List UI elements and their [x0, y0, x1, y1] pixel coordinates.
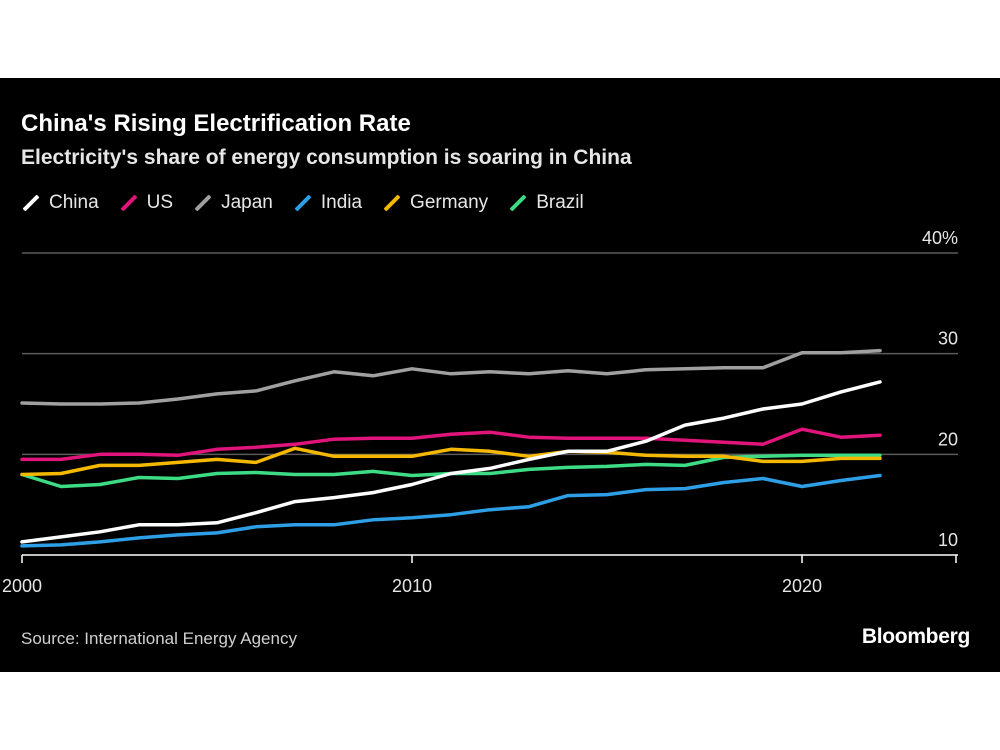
legend-label: India [320, 192, 363, 213]
x-tick-label: 2000 [2, 576, 42, 596]
legend-item-brazil: Brazil [508, 192, 584, 214]
source-note: Source: International Energy Agency [21, 629, 297, 648]
legend-item-japan: Japan [193, 192, 273, 214]
legend-item-us: US [119, 192, 173, 214]
legend-item-india: India [293, 192, 362, 214]
legend-label: China [49, 192, 99, 213]
x-tick-label: 2020 [782, 576, 822, 596]
legend-label: Germany [410, 192, 489, 213]
chart-subtitle: Electricity's share of energy consumptio… [21, 146, 632, 169]
chart-legend: China US Japan India Germany Brazil [21, 192, 584, 214]
y-tick-label: 30 [938, 329, 958, 349]
x-tick-label: 2010 [392, 576, 432, 596]
series-line-india [20, 473, 882, 548]
y-tick-label: 20 [938, 429, 958, 449]
brand-logo: Bloomberg [861, 625, 970, 648]
legend-label: Brazil [536, 192, 584, 213]
line-chart: 10 20 30 40% 2000 2010 2020 [2, 228, 958, 596]
chart-panel: China's Rising Electrification Rate Elec… [0, 78, 1000, 672]
series-line-us [20, 427, 882, 462]
chart-title: China's Rising Electrification Rate [21, 110, 411, 137]
series-line-germany [20, 446, 882, 477]
legend-label: US [146, 192, 174, 213]
y-tick-label: 10 [938, 530, 958, 550]
legend-item-china: China [21, 192, 99, 214]
series-line-japan [20, 348, 882, 406]
y-tick-label: 40% [922, 228, 958, 248]
legend-label: Japan [221, 192, 273, 213]
series-line-china [20, 380, 882, 544]
legend-item-germany: Germany [382, 192, 488, 214]
